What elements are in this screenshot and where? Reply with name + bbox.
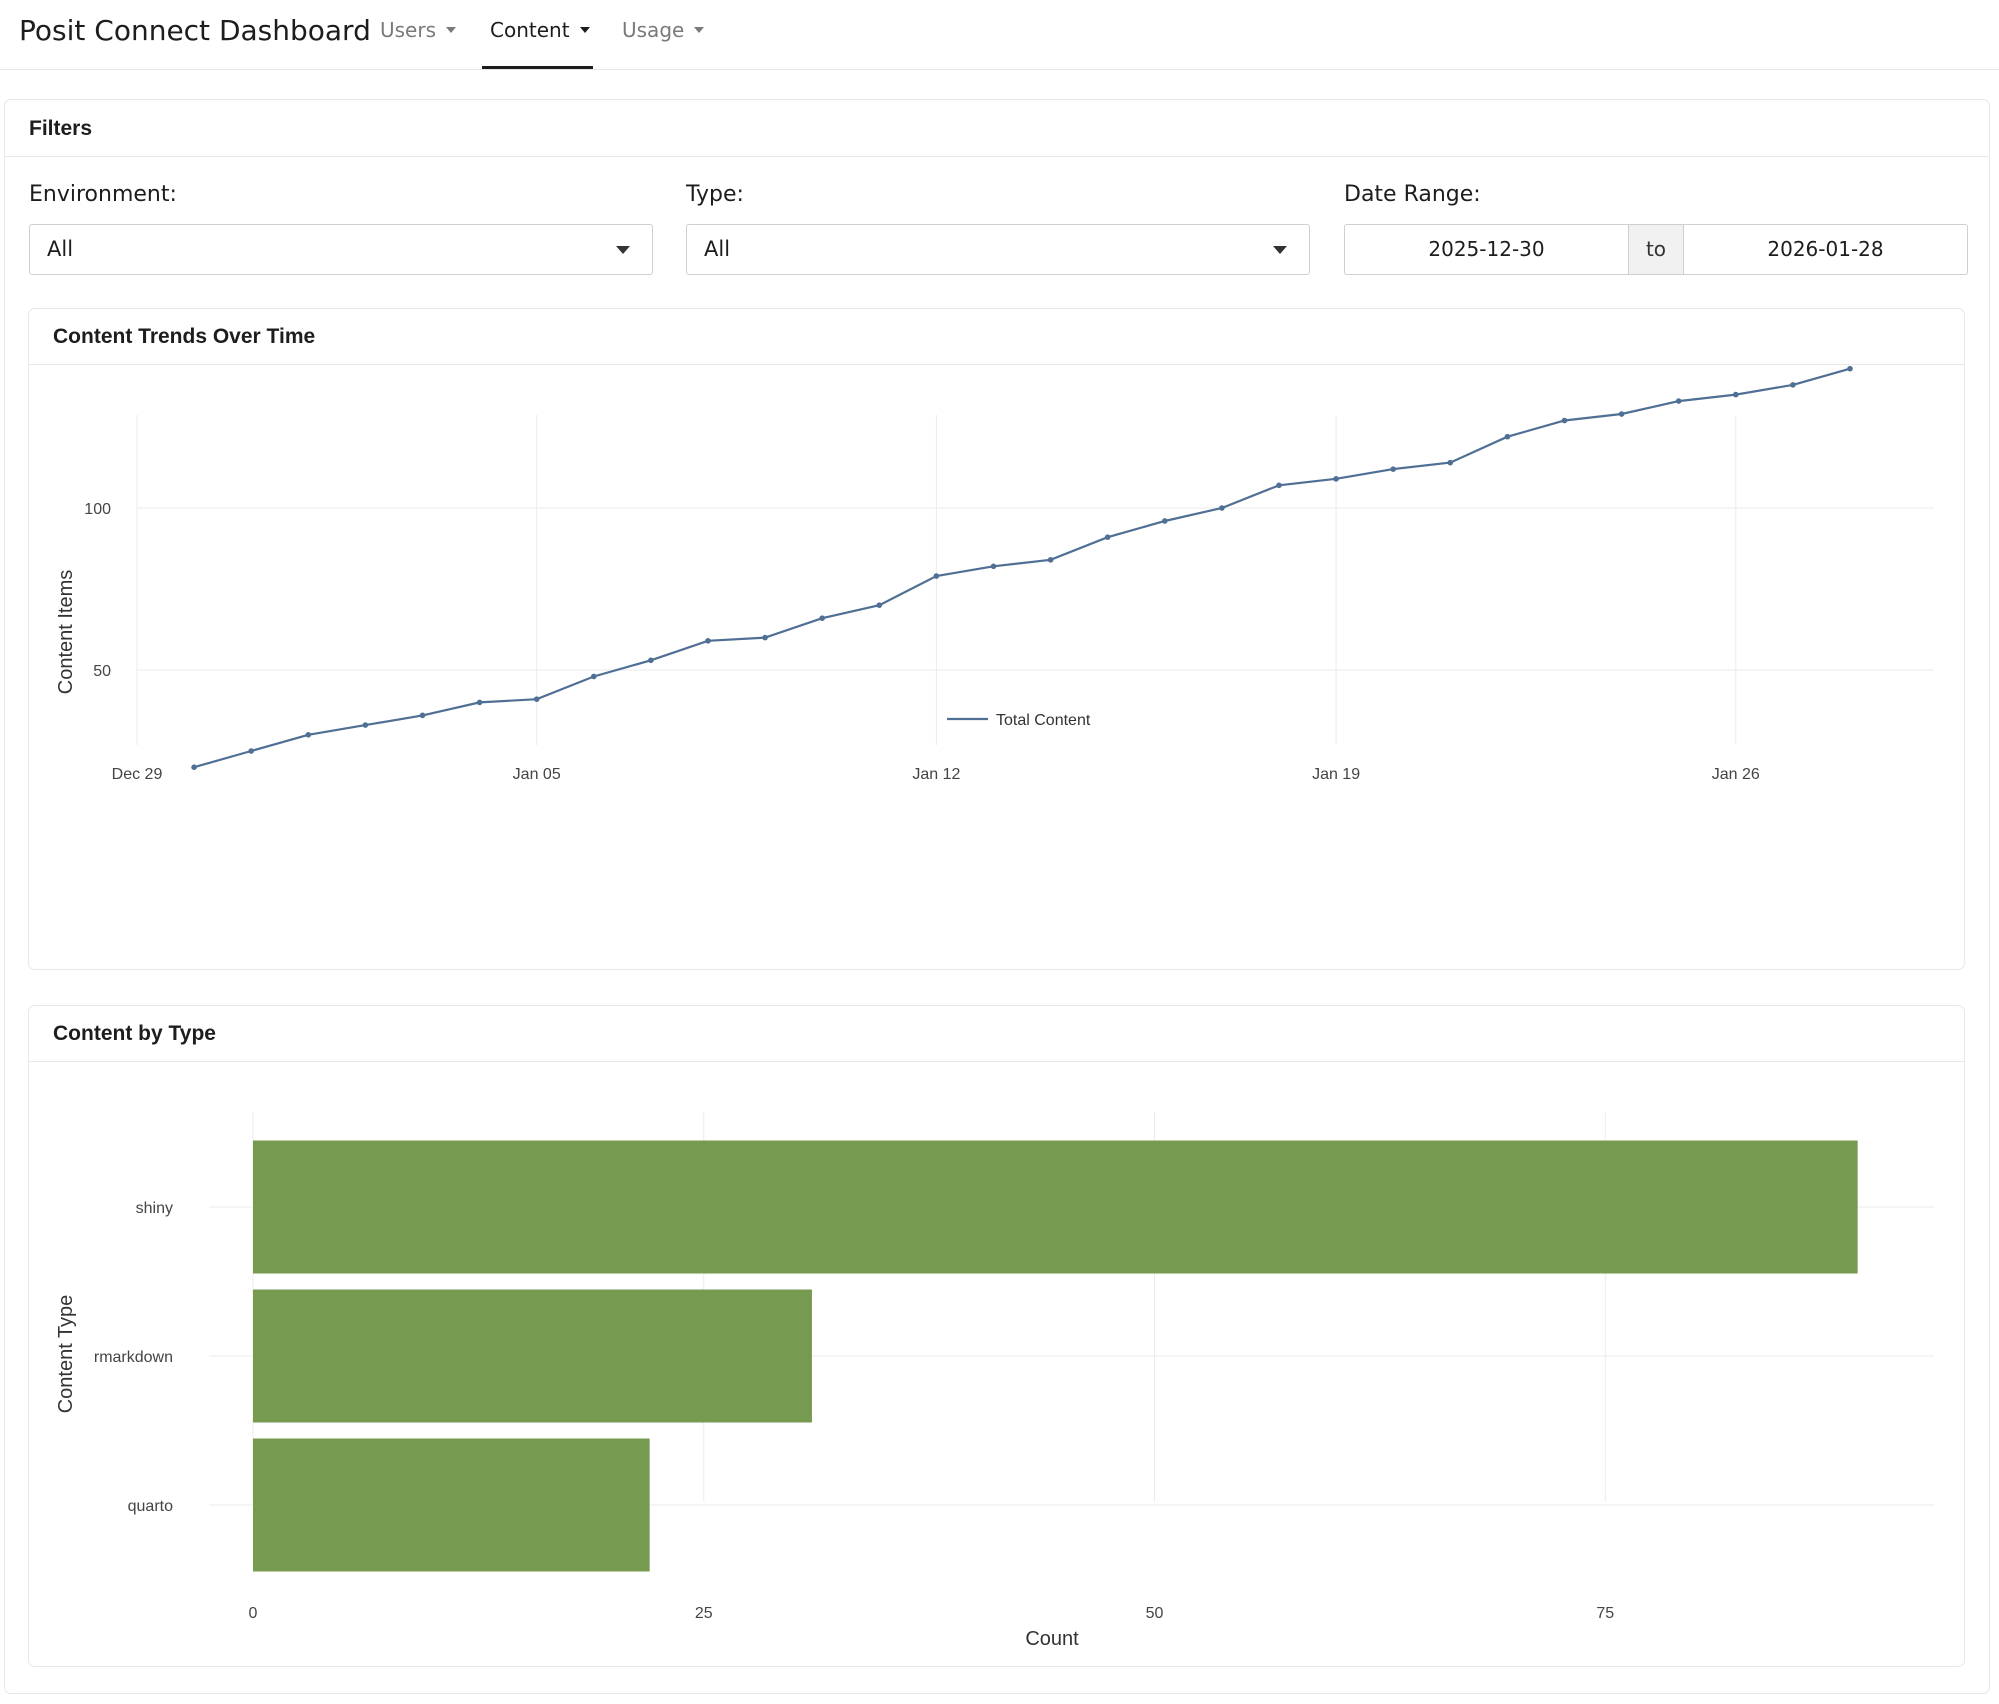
data-point[interactable] xyxy=(933,573,940,579)
date-range-separator: to xyxy=(1629,224,1683,275)
data-point[interactable] xyxy=(1104,534,1111,540)
data-point[interactable] xyxy=(533,696,540,702)
content-trends-chart: 50 100 Dec 29 Jan 05 Jan 12 Jan 19 Jan 26 Con… xyxy=(55,365,1934,783)
type-label: Type: xyxy=(686,182,744,207)
x-tick-label: Jan 12 xyxy=(912,766,960,783)
content-trends-title: Content Trends Over Time xyxy=(29,309,1964,365)
bar-quarto[interactable] xyxy=(253,1438,650,1572)
category-label-quarto: quarto xyxy=(128,1498,173,1515)
data-point[interactable] xyxy=(1390,466,1396,472)
dropdown-arrow-icon xyxy=(616,246,630,254)
category-label-shiny: shiny xyxy=(136,1200,173,1217)
data-point[interactable] xyxy=(362,722,369,728)
data-point[interactable] xyxy=(476,699,483,706)
data-point[interactable] xyxy=(248,748,254,754)
y-tick-label: 100 xyxy=(84,501,111,518)
date-range-end-input[interactable]: 2026-01-28 xyxy=(1683,224,1968,275)
data-point[interactable] xyxy=(705,638,711,644)
x-tick-label: Jan 05 xyxy=(513,766,561,783)
data-point[interactable] xyxy=(1447,459,1454,466)
type-select[interactable]: All xyxy=(686,224,1310,275)
data-point[interactable] xyxy=(305,732,312,738)
y-axis-label: Content Type xyxy=(55,1295,77,1414)
data-point[interactable] xyxy=(1790,382,1796,388)
y-axis-label: Content Items xyxy=(55,570,77,695)
data-point[interactable] xyxy=(1504,433,1511,440)
caret-down-icon xyxy=(446,26,457,33)
data-point[interactable] xyxy=(1733,391,1739,398)
series-line-total-content xyxy=(193,367,1851,769)
data-point[interactable] xyxy=(990,563,997,570)
x-tick-label: 25 xyxy=(695,1605,713,1622)
category-label-rmarkdown: rmarkdown xyxy=(94,1349,173,1366)
content-by-type-title: Content by Type xyxy=(29,1006,1964,1062)
data-point[interactable] xyxy=(1219,505,1225,511)
data-point[interactable] xyxy=(762,634,768,641)
caret-down-icon xyxy=(579,26,590,33)
data-point[interactable] xyxy=(1333,476,1339,482)
data-point[interactable] xyxy=(419,712,426,719)
x-tick-label: 75 xyxy=(1596,1605,1614,1622)
brand-title[interactable]: Posit Connect Dashboard xyxy=(19,14,371,47)
content-trends-card: Content Trends Over Time 50 100 Dec 29 Jan… xyxy=(28,308,1965,970)
data-point[interactable] xyxy=(876,602,883,608)
type-select-value: All xyxy=(704,237,731,261)
nav-menu-content[interactable]: Content xyxy=(490,18,590,42)
x-axis-label: Count xyxy=(1025,1628,1079,1650)
data-point[interactable] xyxy=(648,657,654,664)
environment-select[interactable]: All xyxy=(29,224,653,275)
dropdown-arrow-icon xyxy=(1273,246,1287,254)
data-point[interactable] xyxy=(1618,411,1625,417)
nav-menu-usage[interactable]: Usage xyxy=(622,18,705,42)
environment-label: Environment: xyxy=(29,182,177,207)
data-point[interactable] xyxy=(1847,365,1853,372)
content-by-type-chart: shiny rmarkdown quarto 0 25 50 75 Count Conte… xyxy=(55,1112,1934,1650)
legend: Total Content xyxy=(947,712,1091,729)
data-point[interactable] xyxy=(819,615,825,621)
x-tick-label: 50 xyxy=(1146,1605,1164,1622)
x-tick-label: Jan 19 xyxy=(1312,766,1360,783)
x-tick-label: 0 xyxy=(249,1605,258,1622)
data-point[interactable] xyxy=(591,673,597,680)
filters-card-title: Filters xyxy=(5,100,1989,157)
data-point[interactable] xyxy=(1675,398,1682,404)
legend-label-total-content: Total Content xyxy=(996,712,1091,729)
data-point[interactable] xyxy=(1162,518,1168,524)
date-range-label: Date Range: xyxy=(1344,182,1481,207)
bar-shiny[interactable] xyxy=(253,1140,1858,1274)
date-range-start-input[interactable]: 2025-12-30 xyxy=(1344,224,1629,275)
environment-select-value: All xyxy=(47,237,74,261)
data-point[interactable] xyxy=(1047,557,1054,563)
content-by-type-card: Content by Type shiny rmarkdown quarto 0 25… xyxy=(28,1005,1965,1667)
y-tick-label: 50 xyxy=(93,663,111,680)
caret-down-icon xyxy=(694,26,705,33)
x-tick-label: Jan 26 xyxy=(1712,766,1760,783)
navbar: Posit Connect Dashboard Users Content Us… xyxy=(0,0,1999,70)
data-point[interactable] xyxy=(191,764,197,770)
bar-rmarkdown[interactable] xyxy=(253,1289,812,1423)
data-point[interactable] xyxy=(1561,417,1568,424)
data-point[interactable] xyxy=(1276,482,1282,489)
active-tab-indicator xyxy=(482,66,593,69)
nav-menu-users[interactable]: Users xyxy=(380,18,457,42)
x-tick-label: Dec 29 xyxy=(112,766,163,783)
